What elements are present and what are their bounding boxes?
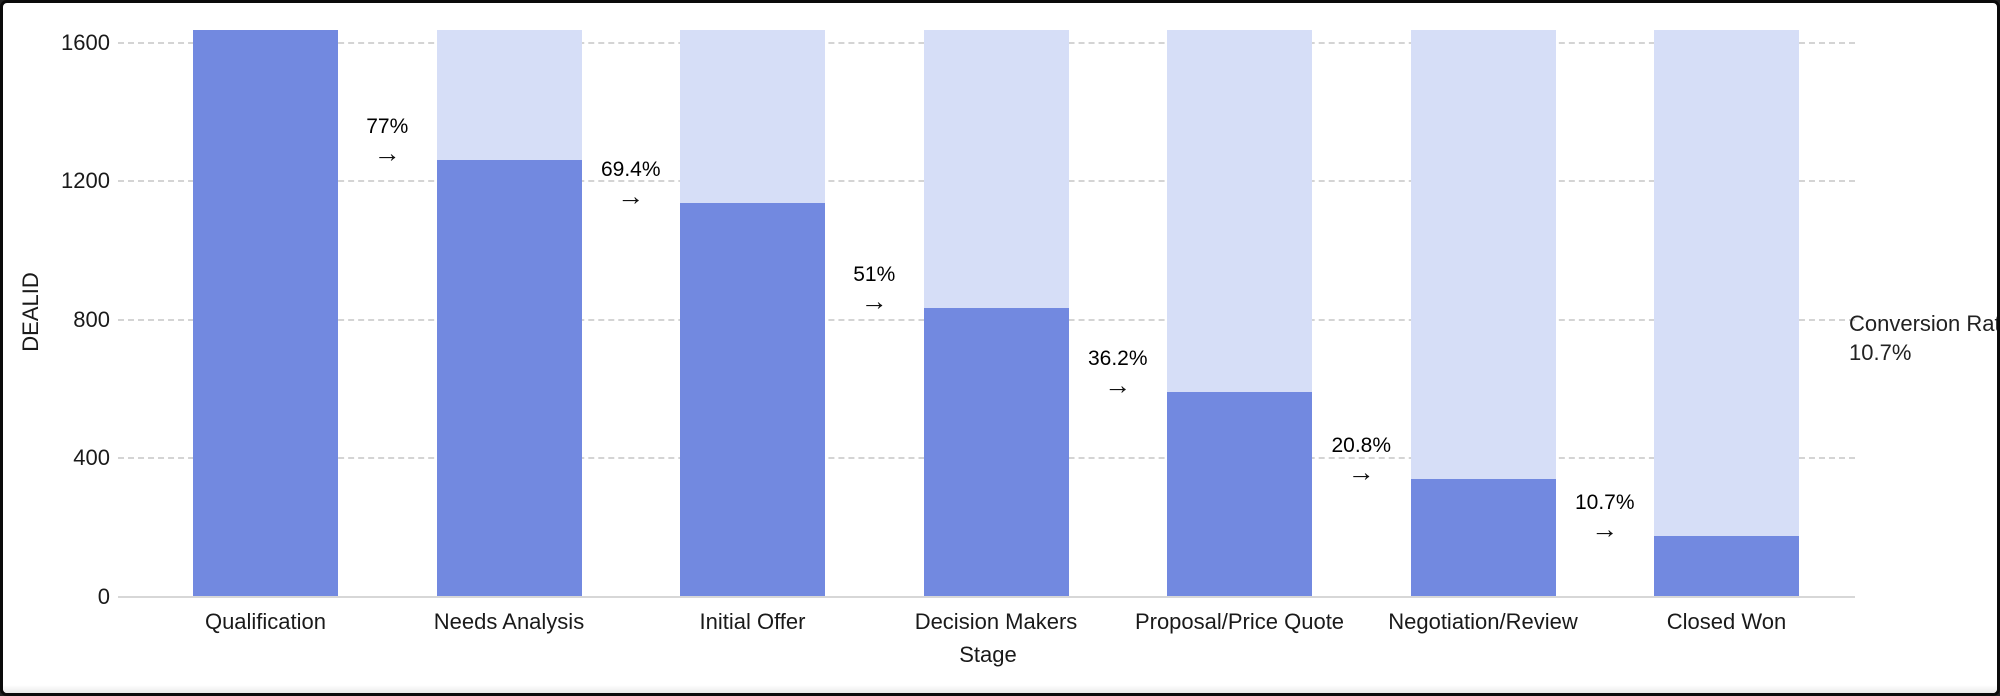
x-axis-line [118, 596, 1855, 598]
x-axis-title: Stage [959, 642, 1017, 667]
conversion-pct-label: 36.2% [1087, 346, 1148, 370]
conversion-pct-label: 20.8% [1331, 434, 1392, 458]
bar-0[interactable] [193, 29, 338, 597]
conversion-rate-annotation: Conversion Rate: 10.7% [1849, 309, 1997, 367]
window-bottom-edge [3, 685, 1997, 693]
bar-5[interactable] [1410, 479, 1556, 597]
x-tick-label: Decision Makers [914, 609, 1078, 634]
bar-6[interactable] [1654, 536, 1799, 597]
x-tick-label: Negotiation/Review [1388, 609, 1578, 634]
y-tick-label: 1200 [61, 168, 110, 194]
conversion-pct-label: 10.7% [1574, 491, 1635, 515]
arrow-right-icon: → [1591, 514, 1619, 545]
x-tick-label: Proposal/Price Quote [1134, 609, 1345, 634]
x-tick-label: Closed Won [1666, 609, 1787, 634]
arrow-right-icon: → [1104, 369, 1132, 400]
arrow-right-icon: → [1347, 457, 1375, 488]
arrow-right-icon: → [373, 138, 401, 169]
x-tick-label: Needs Analysis [433, 609, 585, 634]
arrow-right-icon: → [617, 181, 645, 212]
bar-4[interactable] [1167, 391, 1312, 597]
bar-background-6[interactable] [1654, 29, 1799, 597]
conversion-rate-annotation-line1: Conversion Rate: [1849, 311, 1997, 336]
y-tick-label: 400 [73, 445, 110, 471]
bar-1[interactable] [436, 160, 582, 597]
y-axis-title: DEALID [18, 272, 43, 352]
bar-2[interactable] [680, 203, 825, 597]
y-tick-label: 0 [97, 584, 110, 609]
conversion-rate-annotation-line2: 10.7% [1849, 340, 1912, 365]
x-tick-label: Qualification [204, 609, 327, 634]
conversion-pct-label: 51% [853, 262, 896, 286]
y-tick-label: 800 [73, 306, 110, 332]
arrow-right-icon: → [860, 285, 888, 316]
y-tick-label: 1600 [61, 29, 110, 55]
conversion-pct-label: 69.4% [600, 158, 661, 182]
bar-3[interactable] [923, 307, 1069, 597]
conversion-pct-label: 77% [366, 115, 409, 139]
x-tick-label: Initial Offer [699, 609, 806, 634]
